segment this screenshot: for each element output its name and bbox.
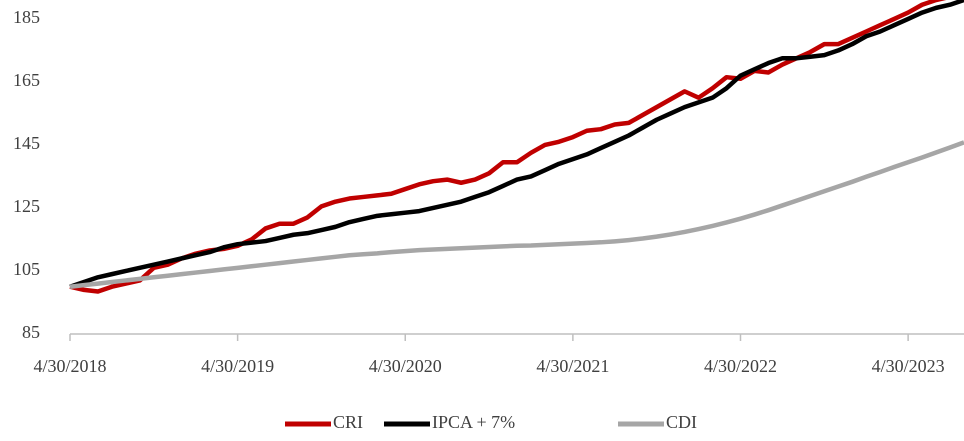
- line-series: [69, 0, 964, 289]
- x-tick-label: 4/30/2023: [872, 356, 945, 376]
- y-tick-label: 105: [13, 259, 40, 279]
- x-tick-label: 4/30/2018: [33, 356, 106, 376]
- legend-label: IPCA + 7%: [432, 412, 515, 432]
- y-tick-label: 125: [13, 196, 40, 216]
- legend-label: CRI: [333, 412, 363, 432]
- line-series: [69, 140, 964, 289]
- x-tick-label: 4/30/2019: [201, 356, 274, 376]
- legend-label: CDI: [666, 412, 697, 432]
- y-tick-label: 85: [22, 322, 40, 342]
- x-tick-label: 4/30/2020: [369, 356, 442, 376]
- x-tick-label: 4/30/2022: [704, 356, 777, 376]
- y-tick-label: 185: [13, 7, 40, 27]
- y-tick-label: 145: [13, 133, 40, 153]
- y-tick-label: 165: [13, 70, 40, 90]
- x-tick-label: 4/30/2021: [536, 356, 609, 376]
- plot-area: [69, 0, 964, 294]
